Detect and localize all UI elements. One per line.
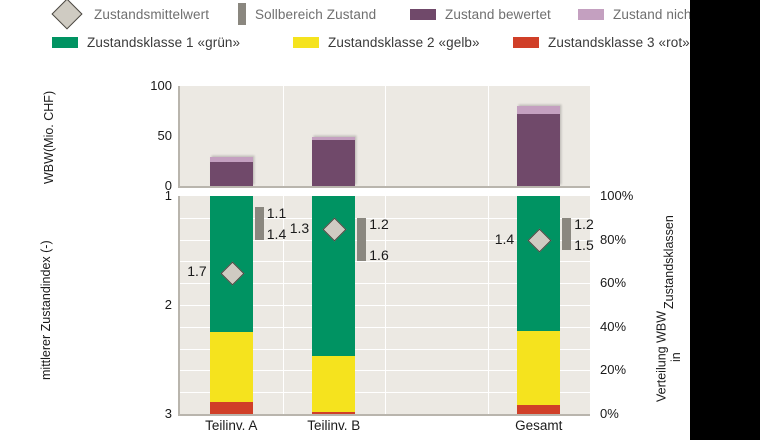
grid-line-vertical [385, 86, 386, 186]
bottom-chart-stacked-bar [209, 196, 253, 414]
right-black-band [690, 0, 760, 440]
sollbereich-label-bottom: 1.4 [266, 225, 287, 242]
color-swatch-icon [410, 8, 436, 20]
bar-segment-klasse-2-gelb [209, 332, 253, 402]
bar-segment-klasse-3-rot [312, 412, 356, 414]
y-tick-label-right: 80% [600, 231, 627, 247]
bar-segment-bewertet [517, 114, 561, 186]
right-axis-title-line2: Zustandsklassen [661, 215, 676, 309]
y-axis-title-text: mittlerer Zustandindex (-) [38, 240, 53, 380]
legend-label: Sollbereich Zustand [255, 6, 377, 22]
top-chart-bar [209, 157, 253, 186]
sollbereich-range-bar [562, 217, 572, 251]
top-chart-y-axis-title: WBW (Mio. CHF) [28, 88, 70, 186]
sollbereich-range-bar [357, 217, 367, 262]
bottom-chart-stacked-bar [312, 196, 356, 414]
top-chart-y-axis-line [178, 86, 180, 186]
sollbereich-label-top: 1.1 [266, 204, 287, 221]
sollbereich-label-bottom: 1.5 [574, 236, 594, 253]
grid-line-vertical [282, 196, 284, 414]
legend-item-zustandsklasse-2: Zustandsklasse 2 «gelb» [293, 28, 480, 56]
legend-label: Zustand bewertet [445, 6, 551, 22]
bottom-chart-stacked-bar [517, 196, 561, 414]
top-chart-bar [312, 137, 356, 186]
grid-line-vertical [487, 196, 489, 414]
zustandsmittelwert-value-label: 1.7 [187, 263, 207, 280]
x-axis-category-label: Teilinv. A [205, 418, 258, 433]
grid-line-vertical [282, 86, 284, 186]
y-tick-label-left: 2 [164, 297, 172, 312]
legend-label: Zustandsklasse 1 «grün» [87, 34, 241, 50]
y-tick-label-right: 60% [600, 275, 627, 291]
grid-line-vertical [487, 86, 489, 186]
sollbereich-label-top: 1.2 [369, 215, 389, 232]
y-tick-label-left: 3 [164, 406, 172, 421]
bar-segment-bewertet [209, 162, 253, 186]
diamond-marker-icon [51, 0, 83, 30]
bar-segment-nicht-bewertet [209, 157, 253, 162]
color-swatch-icon [513, 36, 539, 48]
sollbereich-label-bottom: 1.6 [369, 247, 389, 264]
bar-segment-nicht-bewertet [517, 106, 561, 114]
legend-row-1: Zustandsmittelwert Sollbereich Zustand Z… [0, 0, 752, 30]
legend-item-sollbereich-zustand: Sollbereich Zustand [238, 0, 376, 28]
bar-segment-klasse-3-rot [209, 402, 253, 414]
top-chart-plot-area [180, 86, 590, 186]
bar-segment-bewertet [312, 140, 356, 186]
bottom-chart-right-axis-title: Verteilung WBW in Zustandsklassen [648, 215, 690, 405]
y-axis-title-line1: WBW [41, 151, 56, 184]
legend-label: Zustandsklasse 2 «gelb» [328, 34, 480, 50]
y-tick-label-right: 20% [600, 362, 627, 378]
bar-segment-klasse-2-gelb [312, 356, 356, 413]
y-axis-title-line2: (Mio. CHF) [41, 90, 56, 152]
bar-segment-nicht-bewertet [312, 137, 356, 140]
bar-segment-klasse-2-gelb [517, 331, 561, 406]
y-tick-label-left: 1 [164, 188, 172, 203]
bar-segment-klasse-3-rot [517, 405, 561, 414]
x-axis-category-label: Gesamt [515, 418, 563, 433]
color-swatch-icon [578, 8, 604, 20]
bottom-chart-x-axis-line [178, 414, 590, 416]
grid-line-vertical [385, 196, 386, 414]
bottom-chart-y-axis-title: mittlerer Zustandindex (-) [36, 215, 56, 405]
legend-item-zustand-bewertet: Zustand bewertet [410, 0, 551, 28]
y-tick-label: 50 [157, 128, 172, 143]
x-axis-category-label: Teilinv. B [307, 418, 361, 433]
top-chart-x-axis-line [178, 186, 590, 188]
color-swatch-icon [52, 36, 78, 48]
y-tick-label: 100 [150, 78, 172, 93]
bar-segment-klasse-1-gruen [517, 196, 561, 332]
right-axis-title-line1: Verteilung WBW in [654, 311, 683, 403]
legend: Zustandsmittelwert Sollbereich Zustand Z… [0, 0, 752, 56]
y-tick-label-right: 100% [600, 188, 634, 203]
sollbereich-label-top: 1.2 [574, 215, 594, 232]
vertical-bar-swatch-icon [238, 3, 246, 25]
legend-item-zustandsklasse-3: Zustandsklasse 3 «rot» [513, 28, 690, 56]
bottom-chart-plot-area: 1.1 1.4 1.7 1.2 1.6 1.3 1.2 1.5 1.4 [180, 196, 594, 414]
y-tick-label-right: 0% [600, 406, 619, 421]
color-swatch-icon [293, 36, 319, 48]
zustandsmittelwert-value-label: 1.4 [494, 230, 515, 247]
top-chart-bar [517, 106, 561, 186]
y-tick-label: 0 [164, 178, 172, 193]
legend-item-zustandsmittelwert: Zustandsmittelwert [51, 0, 210, 30]
bottom-chart-y-axis-line [178, 196, 180, 414]
legend-label: Zustandsmittelwert [94, 6, 210, 22]
y-tick-label-right: 40% [600, 318, 627, 334]
legend-row-2: Zustandsklasse 1 «grün» Zustandsklasse 2… [0, 28, 690, 56]
legend-item-zustandsklasse-1: Zustandsklasse 1 «grün» [52, 28, 240, 56]
legend-label: Zustandsklasse 3 «rot» [548, 34, 690, 50]
sollbereich-range-bar [254, 206, 264, 240]
zustandsmittelwert-value-label: 1.3 [289, 219, 310, 236]
